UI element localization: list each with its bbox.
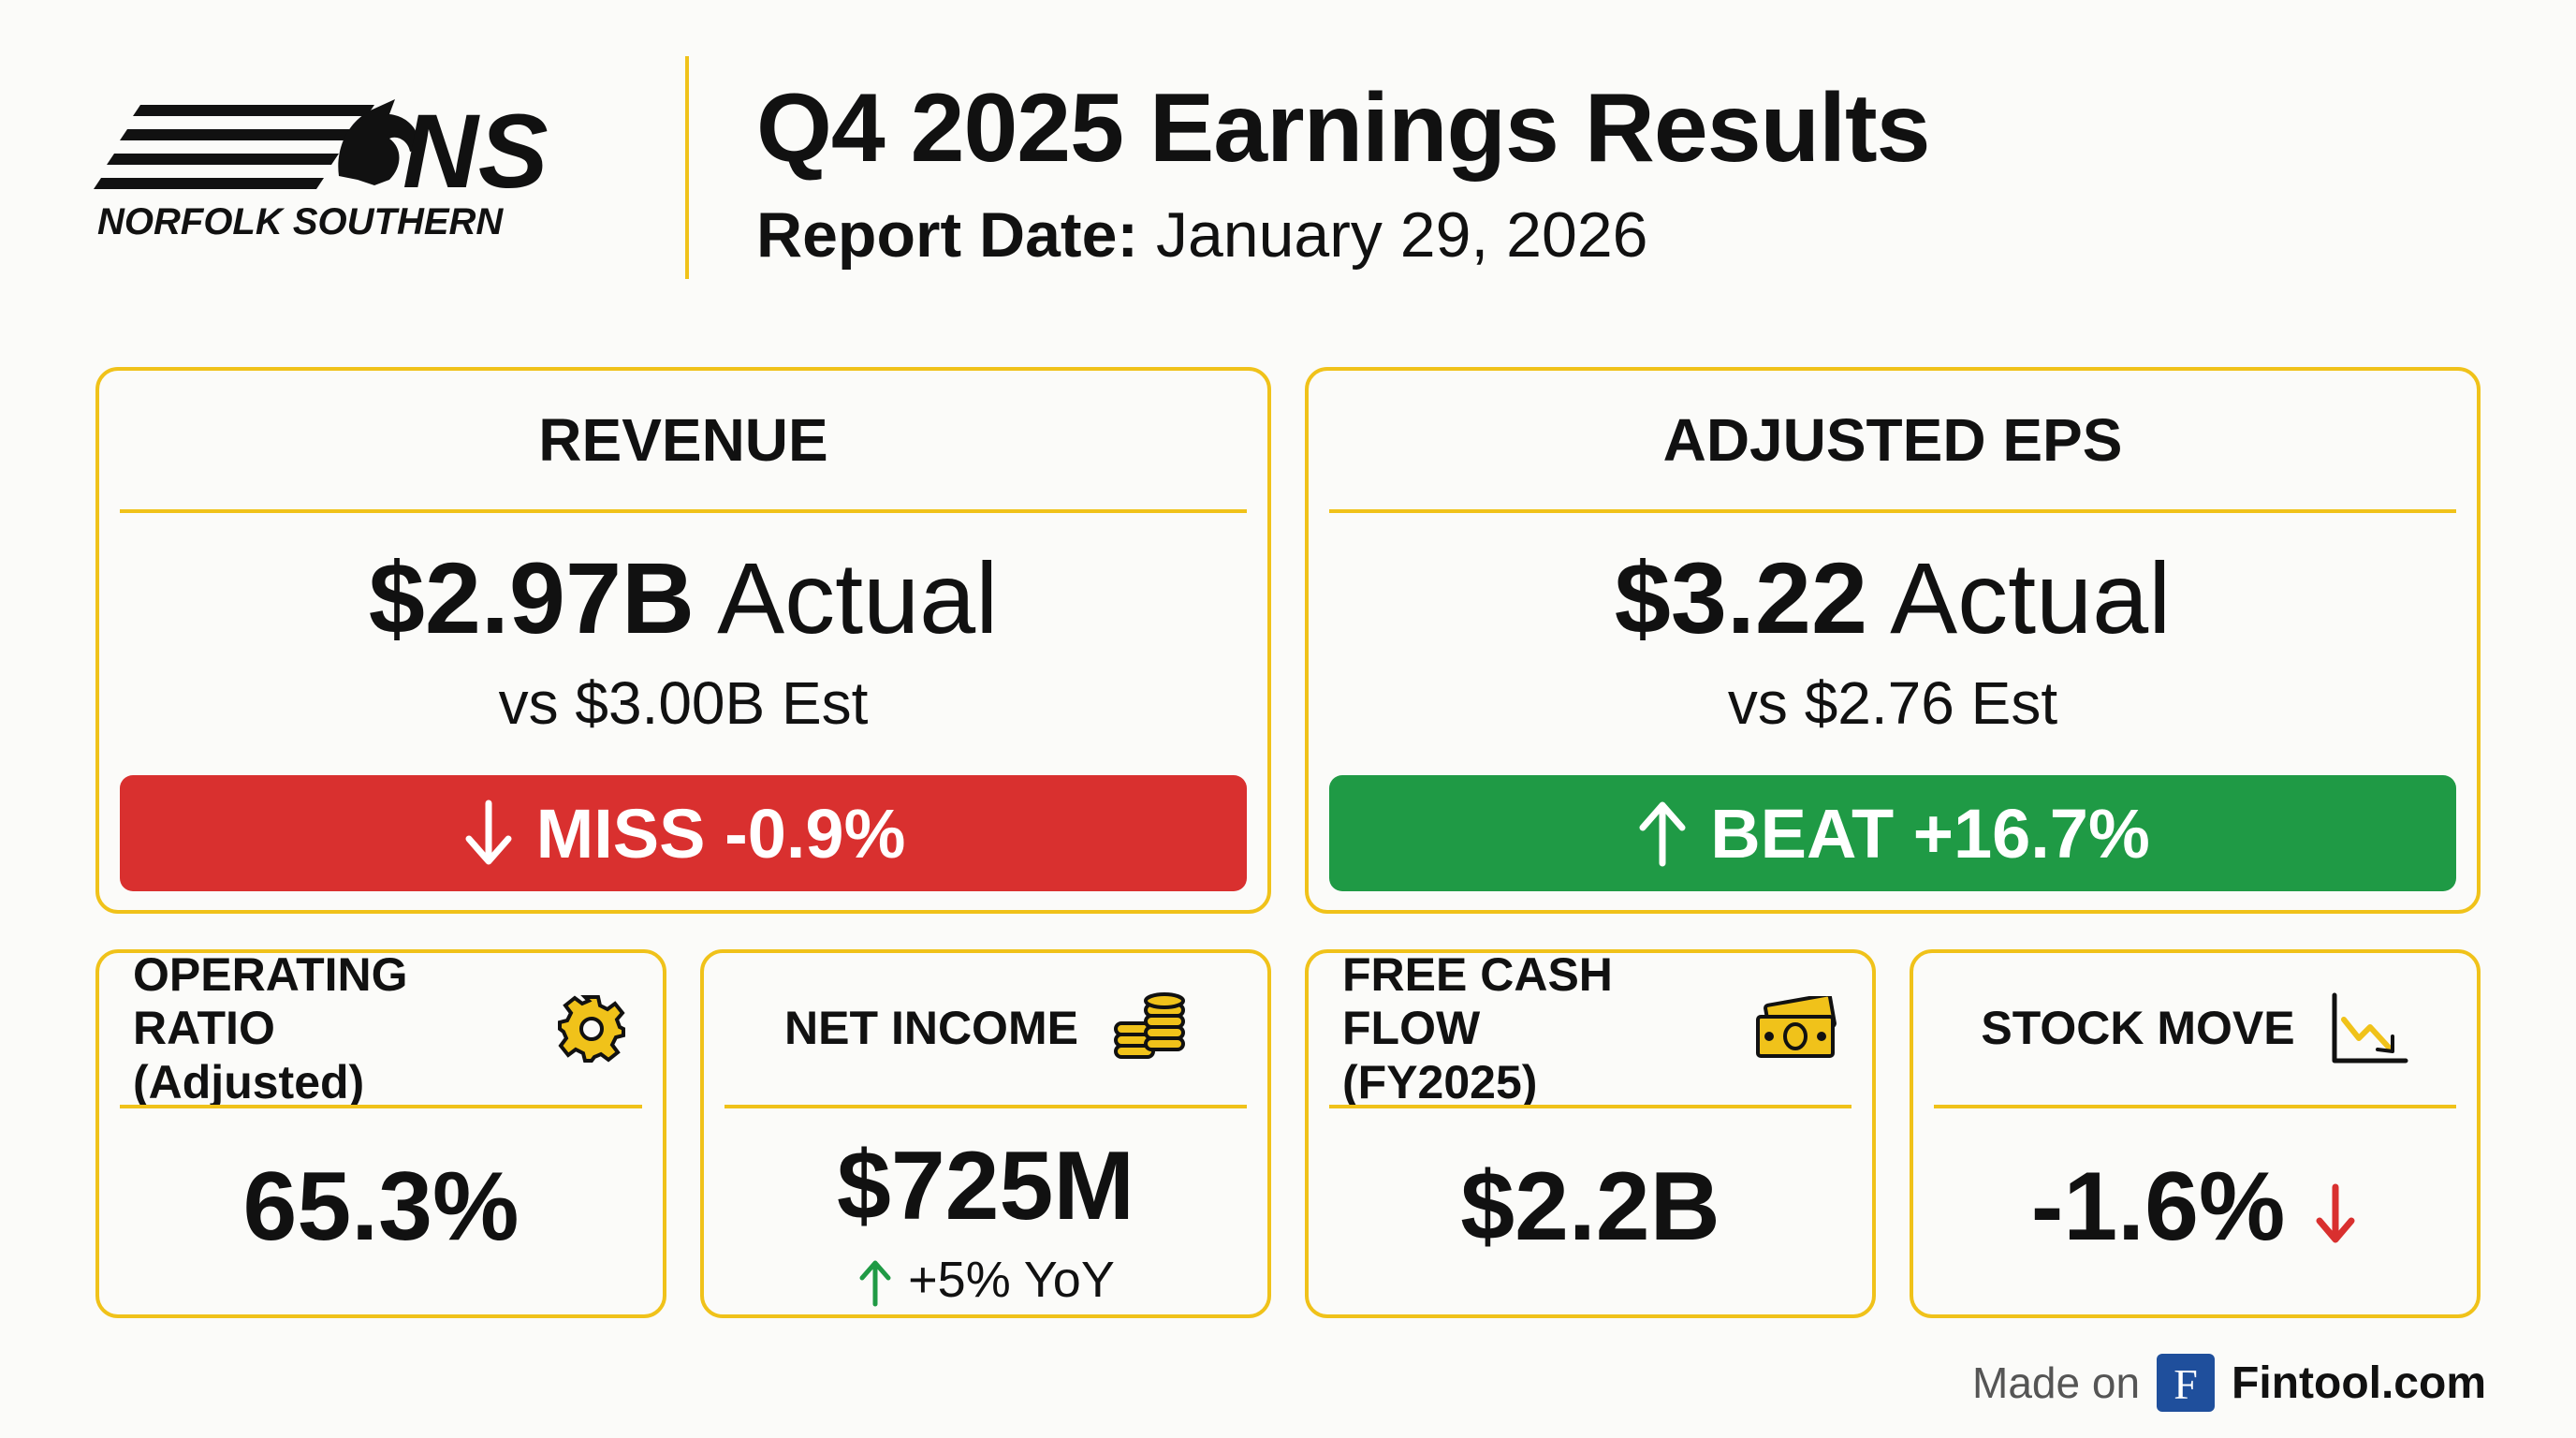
stock-move-value: -1.6%: [2030, 1152, 2286, 1261]
operating-ratio-title-line2: (Adjusted): [133, 1055, 365, 1108]
eps-actual: $3.22 Actual: [1309, 539, 2477, 656]
operating-ratio-title: OPERATING RATIO (Adjusted): [133, 948, 554, 1110]
divider: [1329, 1105, 1852, 1108]
net-income-value: $725M: [837, 1132, 1134, 1240]
divider: [120, 509, 1247, 513]
revenue-actual: $2.97B Actual: [99, 539, 1267, 656]
net-income-change-text: +5% YoY: [908, 1252, 1115, 1308]
coins-icon: [1112, 991, 1187, 1066]
revenue-card: REVENUE $2.97B Actual vs $3.00B Est MISS…: [95, 367, 1271, 914]
eps-estimate: vs $2.76 Est: [1727, 669, 2058, 737]
arrow-down-icon: [461, 798, 516, 869]
revenue-result: MISS -0.9%: [535, 794, 906, 873]
operating-ratio-title-line1: OPERATING RATIO: [133, 947, 408, 1055]
adjusted-eps-card: ADJUSTED EPS $3.22 Actual vs $2.76 Est B…: [1305, 367, 2481, 914]
free-cash-flow-title: FREE CASH FLOW (FY2025): [1342, 948, 1754, 1110]
stock-move-card: STOCK MOVE -1.6%: [1910, 949, 2481, 1318]
net-income-card: NET INCOME $725M +5% YoY: [700, 949, 1271, 1318]
logo-mark: NS: [402, 94, 549, 210]
eps-result: BEAT +16.7%: [1710, 794, 2150, 873]
page-title: Q4 2025 Earnings Results: [756, 74, 1930, 183]
free-cash-flow-header: FREE CASH FLOW (FY2025): [1309, 948, 1872, 1108]
stock-move-title: STOCK MOVE: [1981, 1002, 2295, 1055]
net-income-title: NET INCOME: [784, 1002, 1078, 1055]
report-date-label: Report Date:: [756, 199, 1139, 271]
operating-ratio-value: 65.3%: [242, 1152, 520, 1261]
eps-actual-suffix: Actual: [1890, 541, 2172, 654]
net-income-change: +5% YoY: [704, 1251, 1267, 1309]
divider: [1329, 509, 2456, 513]
divider: [1934, 1105, 2456, 1108]
operating-ratio-header: OPERATING RATIO (Adjusted): [99, 948, 663, 1108]
norfolk-southern-logo: NS NORFOLK SOUTHERN: [94, 93, 627, 253]
footer: Made on F Fintool.com: [1972, 1354, 2486, 1412]
divider: [724, 1105, 1247, 1108]
stock-move-value-row: -1.6%: [1913, 1152, 2477, 1263]
logo-wordmark: NORFOLK SOUTHERN: [97, 201, 504, 242]
header-divider: [685, 56, 689, 279]
eps-title: ADJUSTED EPS: [1662, 406, 2123, 474]
report-date-value: January 29, 2026: [1155, 199, 1648, 271]
free-cash-flow-value: $2.2B: [1460, 1152, 1720, 1261]
fintool-logo-icon[interactable]: F: [2157, 1354, 2216, 1412]
chart-down-icon: [2329, 991, 2409, 1066]
made-on-label: Made on: [1972, 1358, 2141, 1407]
eps-beat-badge: BEAT +16.7%: [1329, 775, 2456, 891]
gear-icon: [554, 991, 629, 1066]
revenue-actual-value: $2.97B: [368, 541, 695, 654]
revenue-estimate: vs $3.00B Est: [498, 669, 869, 737]
arrow-up-icon: [1635, 798, 1690, 869]
cash-icon: [1754, 996, 1838, 1062]
divider: [120, 1105, 642, 1108]
net-income-header: NET INCOME: [704, 953, 1267, 1105]
revenue-miss-badge: MISS -0.9%: [120, 775, 1247, 891]
free-cash-flow-card: FREE CASH FLOW (FY2025) $2.2B: [1305, 948, 1876, 1318]
operating-ratio-card: OPERATING RATIO (Adjusted) 65.3%: [95, 948, 666, 1318]
arrow-down-icon: [2312, 1181, 2359, 1247]
revenue-actual-suffix: Actual: [717, 541, 999, 654]
free-cash-flow-title-line1: FREE CASH FLOW: [1342, 947, 1613, 1055]
stock-move-header: STOCK MOVE: [1913, 953, 2477, 1105]
fintool-link[interactable]: Fintool.com: [2232, 1357, 2486, 1408]
report-date: Report Date: January 29, 2026: [756, 198, 1647, 271]
fintool-logo-letter: F: [2174, 1360, 2198, 1408]
free-cash-flow-title-line2: (FY2025): [1342, 1055, 1538, 1108]
revenue-title: REVENUE: [538, 406, 828, 474]
arrow-up-icon: [856, 1259, 894, 1308]
eps-actual-value: $3.22: [1614, 541, 1868, 654]
